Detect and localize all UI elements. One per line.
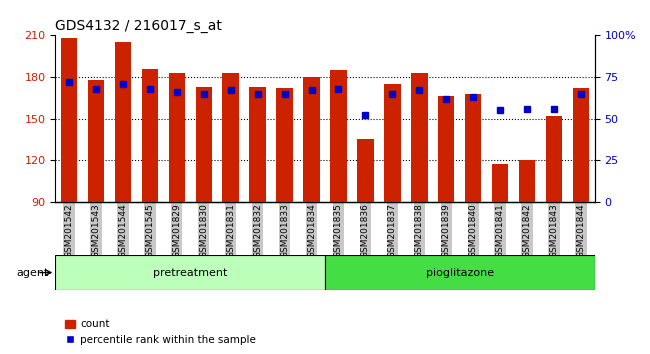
Bar [438, 96, 454, 202]
Bar [384, 84, 400, 202]
Bar [546, 116, 562, 202]
Bar [55, 255, 325, 290]
Bar [573, 88, 590, 202]
Bar [196, 87, 212, 202]
Bar [465, 93, 482, 202]
Bar [519, 160, 536, 202]
Text: agent: agent [16, 268, 49, 278]
Bar [304, 77, 320, 202]
Bar [114, 42, 131, 202]
Bar [276, 88, 292, 202]
Bar [358, 139, 374, 202]
Bar [492, 164, 508, 202]
Text: pretreatment: pretreatment [153, 268, 228, 278]
Bar [330, 70, 346, 202]
Bar [142, 69, 158, 202]
Bar [168, 73, 185, 202]
Bar [88, 80, 104, 202]
Bar [411, 73, 428, 202]
Bar [60, 38, 77, 202]
Legend: count, percentile rank within the sample: count, percentile rank within the sample [60, 315, 260, 349]
Text: GDS4132 / 216017_s_at: GDS4132 / 216017_s_at [55, 19, 222, 33]
Bar [325, 255, 595, 290]
Text: pioglitazone: pioglitazone [426, 268, 494, 278]
Bar [250, 87, 266, 202]
Bar [222, 73, 239, 202]
